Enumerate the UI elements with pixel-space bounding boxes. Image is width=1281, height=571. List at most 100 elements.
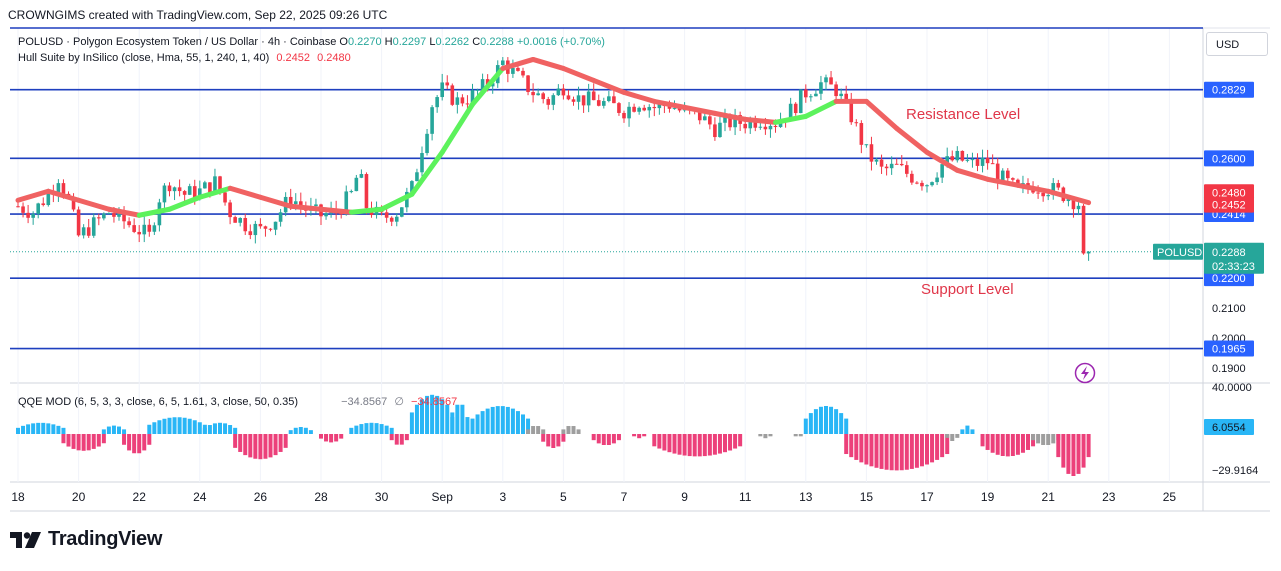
qqe-bar bbox=[768, 434, 773, 437]
candle-body bbox=[1041, 192, 1045, 197]
hull-segment bbox=[470, 65, 506, 107]
qqe-bar bbox=[955, 434, 960, 438]
qqe-bar bbox=[319, 434, 323, 439]
hull-segment bbox=[773, 113, 809, 125]
qqe-bar bbox=[985, 434, 990, 450]
qqe-bar bbox=[738, 434, 743, 447]
time-tick-label: 11 bbox=[739, 490, 752, 504]
hull-badge: 0.2452 bbox=[1212, 200, 1246, 212]
pane-borders bbox=[10, 27, 1270, 512]
qqe-bar bbox=[460, 404, 465, 434]
hull-segment bbox=[924, 149, 960, 173]
resistance-label: Resistance Level bbox=[906, 106, 1020, 123]
candle-body bbox=[354, 177, 359, 192]
candle-body bbox=[107, 213, 111, 215]
qqe-bar bbox=[889, 434, 894, 471]
qqe-bar bbox=[56, 425, 61, 434]
hull-value-2: 0.2480 bbox=[317, 52, 351, 64]
candle-body bbox=[667, 106, 672, 109]
time-tick-label: 21 bbox=[1042, 490, 1056, 504]
qqe-bar bbox=[21, 425, 26, 434]
qqe-bar bbox=[122, 434, 127, 445]
qqe-bar bbox=[450, 417, 455, 434]
candle-body bbox=[465, 103, 470, 105]
qqe-bar bbox=[854, 434, 859, 460]
tradingview-logo[interactable]: TradingView bbox=[10, 528, 162, 551]
hull-segment bbox=[530, 56, 566, 71]
qqe-bar bbox=[667, 434, 672, 453]
candle-body bbox=[501, 60, 505, 66]
qqe-bar bbox=[1015, 434, 1020, 455]
hull-segment bbox=[500, 56, 536, 71]
qqe-bar bbox=[894, 434, 899, 471]
candle-body bbox=[91, 217, 96, 236]
qqe-bar bbox=[223, 423, 228, 434]
qqe-bar bbox=[990, 434, 995, 453]
candle-body bbox=[324, 213, 328, 217]
candle-body bbox=[127, 221, 131, 226]
time-tick-label: 17 bbox=[920, 490, 934, 504]
qqe-bar bbox=[430, 394, 435, 434]
qqe-bar bbox=[995, 434, 1000, 455]
qqe-bar bbox=[500, 406, 505, 434]
qqe-bar bbox=[642, 434, 647, 437]
candle-body bbox=[147, 224, 152, 232]
candle-body bbox=[622, 112, 626, 119]
tradingview-logo-text: TradingView bbox=[48, 528, 163, 550]
qqe-bar bbox=[177, 417, 182, 434]
candle-body bbox=[26, 212, 30, 218]
candle-body bbox=[248, 231, 253, 236]
qqe-axis-label: 40.0000 bbox=[1212, 382, 1252, 394]
qqe-bar bbox=[611, 434, 616, 444]
qqe-bar bbox=[263, 434, 268, 459]
candle-body bbox=[253, 223, 258, 236]
qqe-bar bbox=[813, 409, 818, 434]
hull-segment bbox=[591, 77, 627, 95]
qqe-bar bbox=[212, 423, 217, 434]
hull-segment bbox=[136, 206, 172, 218]
candle-body bbox=[561, 88, 566, 96]
currency-selector[interactable]: USD bbox=[1206, 32, 1268, 56]
qqe-bar bbox=[919, 434, 924, 467]
qqe-bar bbox=[41, 422, 46, 434]
hull-legend[interactable]: Hull Suite by InSilico (close, Hma, 55, … bbox=[18, 52, 351, 64]
symbol-legend[interactable]: POLUSD · Polygon Ecosystem Token / US Do… bbox=[18, 36, 605, 48]
qqe-bar bbox=[157, 420, 162, 434]
hull-segment bbox=[318, 206, 354, 215]
ohlc-open: O0.2270 bbox=[339, 36, 382, 48]
qqe-bar bbox=[283, 434, 288, 448]
qqe-bar bbox=[278, 434, 283, 452]
qqe-bar bbox=[818, 406, 823, 434]
candle-body bbox=[167, 185, 172, 192]
qqe-bar bbox=[576, 429, 581, 434]
candle-body bbox=[425, 133, 429, 154]
time-axis[interactable]: 18 20 22 24 26 28 30 Sep 3 5 7 9 11 13 15 17 19 21 23 25 bbox=[11, 490, 1176, 504]
qqe-bar bbox=[374, 423, 379, 434]
candle-body bbox=[1071, 199, 1076, 210]
horizontal-levels[interactable] bbox=[10, 27, 1203, 350]
time-tick-label: 25 bbox=[1163, 490, 1177, 504]
candle-body bbox=[16, 206, 20, 208]
candle-body bbox=[420, 153, 424, 173]
qqe-bar bbox=[561, 434, 566, 442]
qqe-bar bbox=[521, 414, 525, 434]
qqe-bar bbox=[566, 426, 571, 434]
candle-body bbox=[576, 95, 581, 102]
lightning-icon[interactable] bbox=[1074, 362, 1096, 384]
hull-segment bbox=[76, 197, 112, 212]
candle-body bbox=[1056, 183, 1061, 188]
qqe-bar bbox=[914, 434, 919, 468]
qqe-bar bbox=[829, 406, 834, 434]
candle-body bbox=[566, 95, 571, 100]
time-tick-label: 3 bbox=[499, 490, 506, 504]
qqe-bar bbox=[127, 434, 132, 451]
qqe-bar bbox=[253, 434, 258, 459]
qqe-bar bbox=[288, 430, 293, 434]
qqe-bar bbox=[505, 406, 510, 434]
candle-body bbox=[460, 97, 465, 104]
qqe-bar bbox=[202, 427, 207, 434]
qqe-bar bbox=[495, 406, 500, 434]
candle-body bbox=[152, 225, 157, 232]
qqe-legend[interactable]: QQE MOD (6, 5, 3, 3, close, 6, 5, 1.61, … bbox=[18, 395, 457, 408]
